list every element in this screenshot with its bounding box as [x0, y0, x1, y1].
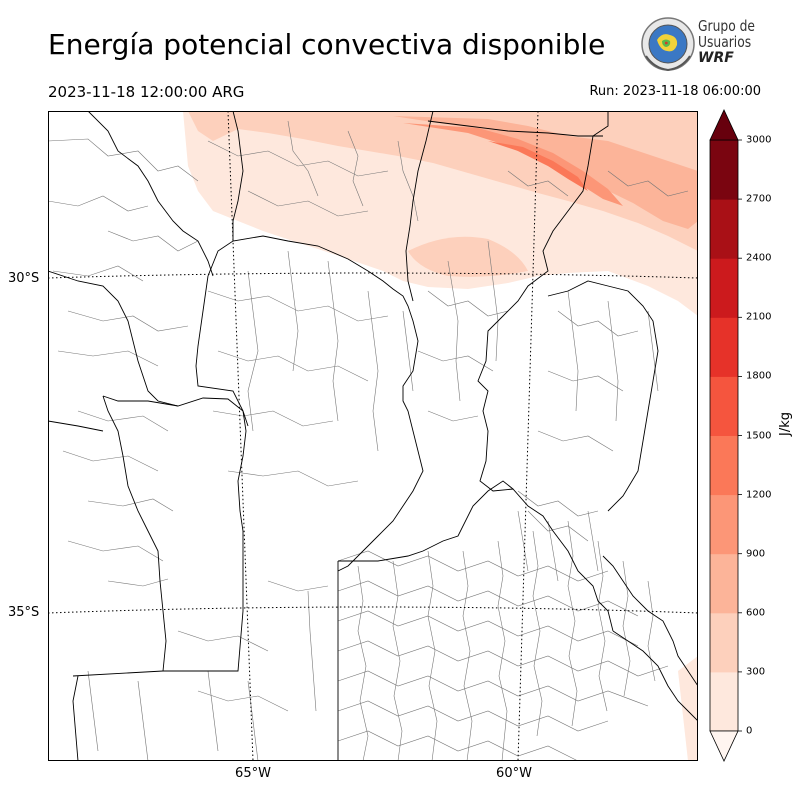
cape-contour-300-600-mid — [408, 236, 528, 277]
colorbar-tick-label: 300 — [746, 666, 766, 678]
colorbar-tick-label: 600 — [746, 607, 766, 619]
colorbar-tick-label: 3000 — [746, 134, 772, 146]
colorbar-extend-min — [709, 730, 739, 762]
lat-label-30s: 30°S — [8, 271, 40, 286]
logo-text-line2: Usuarios — [698, 33, 752, 51]
colorbar-segment — [710, 435, 738, 496]
buenos-aires-partidos — [337, 490, 669, 761]
coastline — [602, 555, 698, 687]
plot-title: Energía potencial convectiva disponible — [48, 28, 606, 61]
logo-text-line3: WRF — [698, 50, 734, 66]
meridian-60w — [517, 111, 539, 761]
colorbar-segment — [710, 140, 738, 200]
map-frame — [48, 111, 698, 761]
colorbar — [709, 109, 742, 762]
run-time-label: Run: 2023-11-18 06:00:00 — [589, 84, 761, 99]
valid-time-label: 2023-11-18 12:00:00 ARG — [48, 83, 245, 101]
cape-shading — [183, 111, 698, 761]
colorbar-tick-label: 2100 — [746, 311, 772, 323]
colorbar-extend-max — [709, 109, 739, 141]
colorbar-unit-label: J/kg — [778, 412, 793, 436]
colorbar-segment — [710, 494, 738, 555]
parallel-35s — [48, 606, 698, 614]
cape-contour-900-1200 — [403, 123, 623, 206]
lon-label-65w: 65°W — [235, 766, 271, 781]
colorbar-tick-label: 1200 — [746, 489, 772, 501]
cape-map — [48, 111, 698, 761]
colorbar-segment — [710, 258, 738, 318]
parallel-30s — [48, 272, 698, 279]
meridian-65w — [227, 111, 254, 761]
province-borders — [48, 111, 698, 761]
lat-label-35s: 35°S — [8, 605, 40, 620]
wrf-logo: Grupo de Usuarios WRF — [640, 16, 770, 72]
colorbar-tick-label: 0 — [746, 725, 753, 737]
colorbar-tick-label: 900 — [746, 548, 766, 560]
cape-contour-600-900 — [393, 116, 698, 229]
department-borders — [48, 120, 689, 761]
graticule — [48, 111, 698, 761]
colorbar-tick-label: 1800 — [746, 370, 772, 382]
colorbar-segment — [710, 671, 738, 732]
colorbar-tick-label: 1500 — [746, 430, 772, 441]
colorbar-segment — [710, 612, 738, 673]
wrf-logo-emblem — [641, 17, 695, 72]
cape-contour-0-300-se — [678, 656, 698, 761]
colorbar-segment — [710, 553, 738, 614]
lon-label-60w: 60°W — [496, 766, 532, 781]
colorbar-segment — [710, 317, 738, 377]
colorbar-tick-label: 2700 — [746, 193, 772, 205]
colorbar-segment — [710, 199, 738, 259]
logo-text-line1: Grupo de — [698, 17, 756, 35]
colorbar-tick-label: 2400 — [746, 252, 772, 264]
colorbar-segment — [710, 376, 738, 436]
